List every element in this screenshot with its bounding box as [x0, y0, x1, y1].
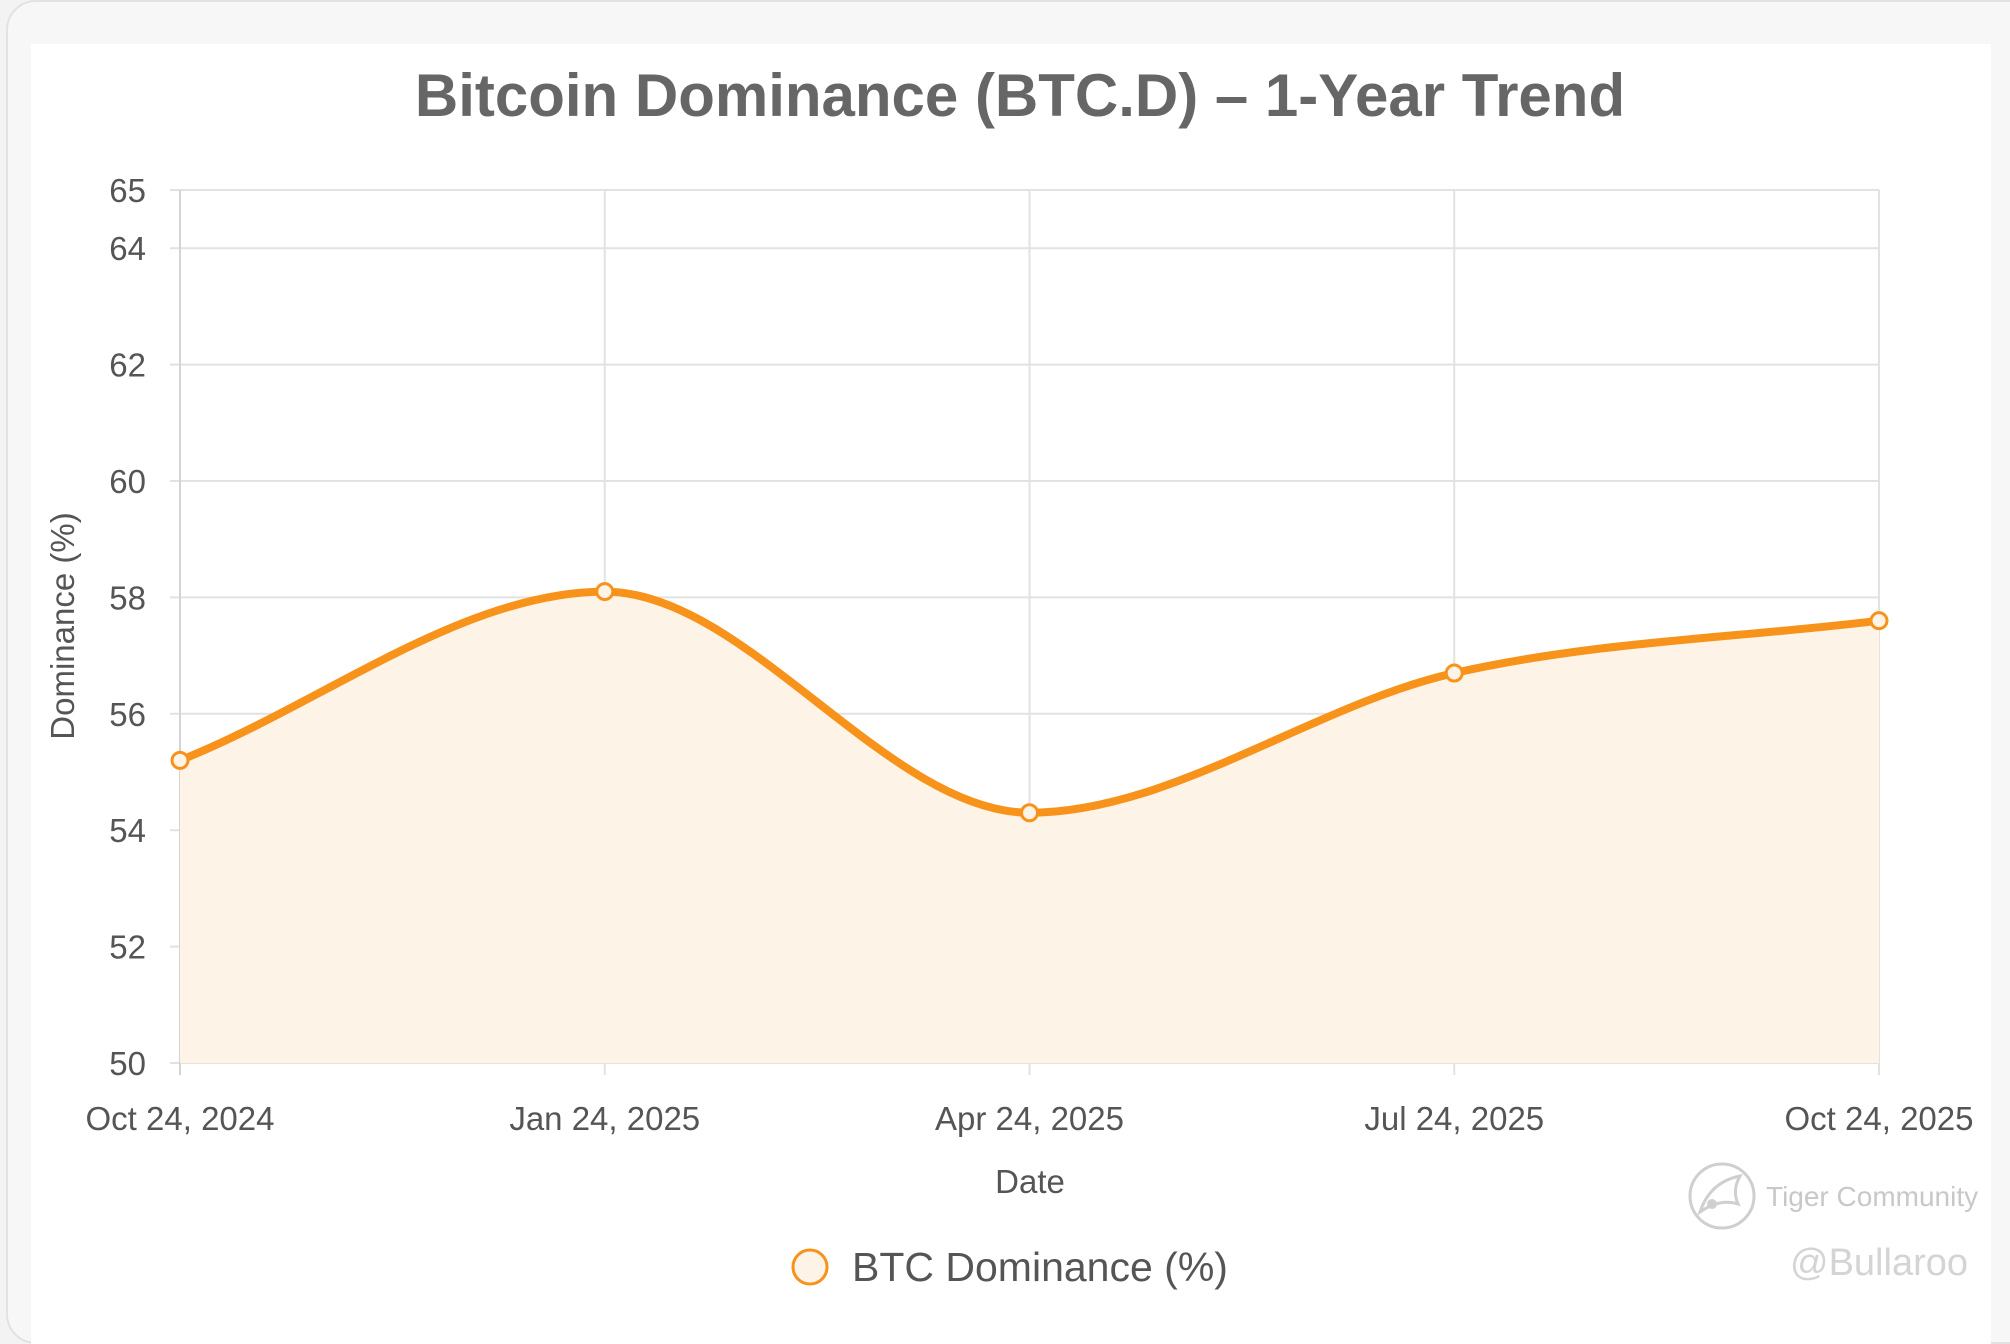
data-point-3	[1444, 663, 1464, 683]
data-points	[170, 582, 1889, 823]
legend-marker	[791, 1248, 829, 1286]
y-tick-label: 54	[109, 812, 146, 849]
watermark-handle: @Bullaroo	[1790, 1242, 1968, 1284]
x-axis-title: Date	[995, 1163, 1065, 1200]
series-area-fill	[180, 591, 1879, 1063]
x-tick-label: Oct 24, 2025	[1785, 1100, 1974, 1137]
watermark: Tiger Community @Bullaroo	[1688, 1162, 1978, 1284]
tiger-logo-icon	[1688, 1162, 1756, 1230]
watermark-brand: Tiger Community	[1766, 1181, 1978, 1212]
y-axis-title: Dominance (%)	[44, 512, 81, 739]
x-tick-label: Apr 24, 2025	[935, 1100, 1124, 1137]
y-tick-label: 62	[109, 347, 146, 384]
chart-title: Bitcoin Dominance (BTC.D) – 1-Year Trend	[415, 62, 1625, 129]
legend[interactable]: BTC Dominance (%)	[791, 1244, 1228, 1290]
x-tick-label: Oct 24, 2024	[86, 1100, 275, 1137]
data-point-4	[1869, 611, 1889, 631]
y-tick-label: 56	[109, 696, 146, 733]
y-tick-label: 52	[109, 929, 146, 966]
data-point-2	[1020, 803, 1039, 823]
y-tick-label: 60	[109, 463, 146, 500]
y-tick-label: 65	[109, 172, 146, 209]
x-axis-tick-labels: Oct 24, 2024 Jan 24, 2025 Apr 24, 2025 Jul …	[86, 1100, 1974, 1137]
y-tick-label: 58	[109, 579, 146, 616]
area-fill-layer	[180, 591, 1879, 1063]
y-tick-label: 50	[109, 1045, 146, 1082]
y-axis-tick-labels: 50 52 54 56 58 60 62 64 65	[109, 172, 146, 1082]
data-point-1	[595, 582, 615, 602]
data-point-0	[170, 750, 190, 770]
legend-label: BTC Dominance (%)	[852, 1244, 1228, 1290]
y-tick-label: 64	[109, 230, 146, 267]
x-tick-label: Jul 24, 2025	[1364, 1100, 1544, 1137]
x-tick-label: Jan 24, 2025	[509, 1100, 700, 1137]
chart: Bitcoin Dominance (BTC.D) – 1-Year Trend…	[44, 62, 1978, 1290]
